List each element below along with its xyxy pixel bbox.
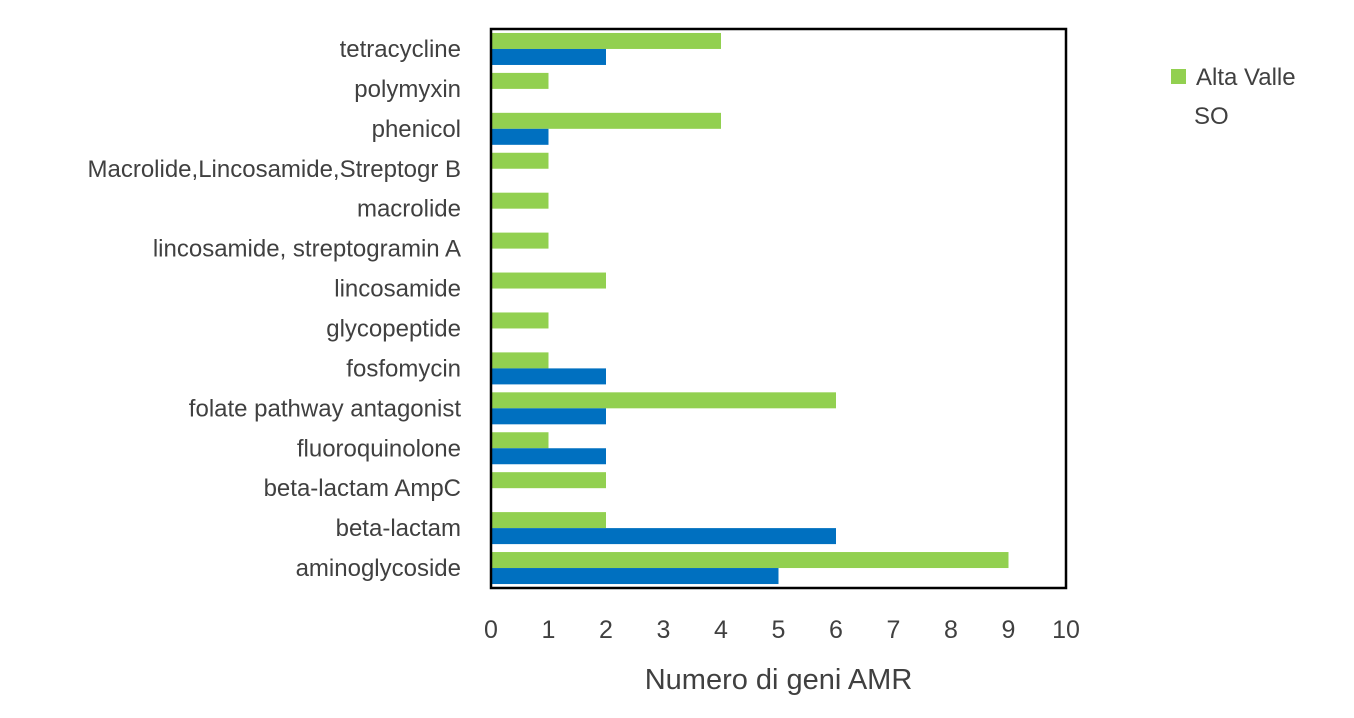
bar-alta-valle-3 xyxy=(491,432,549,449)
category-label: beta-lactam AmpC xyxy=(264,475,461,502)
category-label: fluoroquinolone xyxy=(297,435,461,462)
legend-label: SO xyxy=(1194,103,1229,130)
bar-alta-valle-8 xyxy=(491,232,549,249)
x-tick-label: 3 xyxy=(657,616,671,644)
x-tick-label: 0 xyxy=(484,616,498,644)
category-label: phenicol xyxy=(372,116,461,143)
bar-so-0 xyxy=(491,568,779,585)
bar-so-13 xyxy=(491,48,606,65)
legend: Alta Valle SO xyxy=(1171,64,1296,130)
bar-so-3 xyxy=(491,448,606,465)
bar-alta-valle-12 xyxy=(491,72,549,89)
x-tick-label: 9 xyxy=(1002,616,1016,644)
bar-so-5 xyxy=(491,368,606,385)
category-label: tetracycline xyxy=(340,36,461,63)
bar-alta-valle-9 xyxy=(491,192,549,209)
category-label: folate pathway antagonist xyxy=(189,395,462,422)
bar-alta-valle-2 xyxy=(491,472,606,489)
category-label: glycopeptide xyxy=(326,315,461,342)
x-tick-label: 2 xyxy=(599,616,613,644)
x-tick-label: 8 xyxy=(944,616,958,644)
bar-so-4 xyxy=(491,408,606,425)
bar-so-11 xyxy=(491,128,549,145)
bar-alta-valle-11 xyxy=(491,112,721,129)
x-tick-labels: 0 1 2 3 4 5 6 7 8 9 10 xyxy=(484,616,1080,644)
x-axis-title: Numero di geni AMR xyxy=(645,664,913,696)
x-tick-label: 4 xyxy=(714,616,728,644)
category-label: fosfomycin xyxy=(346,355,461,382)
bar-alta-valle-1 xyxy=(491,512,606,529)
x-tick-label: 7 xyxy=(887,616,901,644)
category-label: lincosamide, streptogramin A xyxy=(153,236,461,263)
bar-alta-valle-5 xyxy=(491,352,549,369)
x-tick-label: 6 xyxy=(829,616,843,644)
bar-alta-valle-0 xyxy=(491,552,1009,569)
category-label: lincosamide xyxy=(334,276,461,303)
bar-alta-valle-4 xyxy=(491,392,836,409)
bars-group xyxy=(491,32,1009,585)
bar-alta-valle-6 xyxy=(491,312,549,329)
category-labels: aminoglycoside beta-lactam beta-lactam Amp… xyxy=(87,36,461,582)
category-label: Macrolide,Lincosamide,Streptogr B xyxy=(87,156,461,183)
category-label: macrolide xyxy=(357,196,461,223)
legend-swatch xyxy=(1171,69,1186,84)
category-label: beta-lactam xyxy=(336,515,461,542)
bar-alta-valle-10 xyxy=(491,152,549,169)
category-label: aminoglycoside xyxy=(296,555,461,582)
x-tick-label: 1 xyxy=(542,616,556,644)
bar-alta-valle-13 xyxy=(491,32,721,49)
legend-label: Alta Valle xyxy=(1196,64,1296,91)
category-label: polymyxin xyxy=(354,76,461,103)
x-tick-label: 5 xyxy=(772,616,786,644)
bar-so-1 xyxy=(491,528,836,545)
bar-alta-valle-7 xyxy=(491,272,606,289)
x-tick-label: 10 xyxy=(1052,616,1080,644)
plot-area-frame xyxy=(489,27,1068,590)
